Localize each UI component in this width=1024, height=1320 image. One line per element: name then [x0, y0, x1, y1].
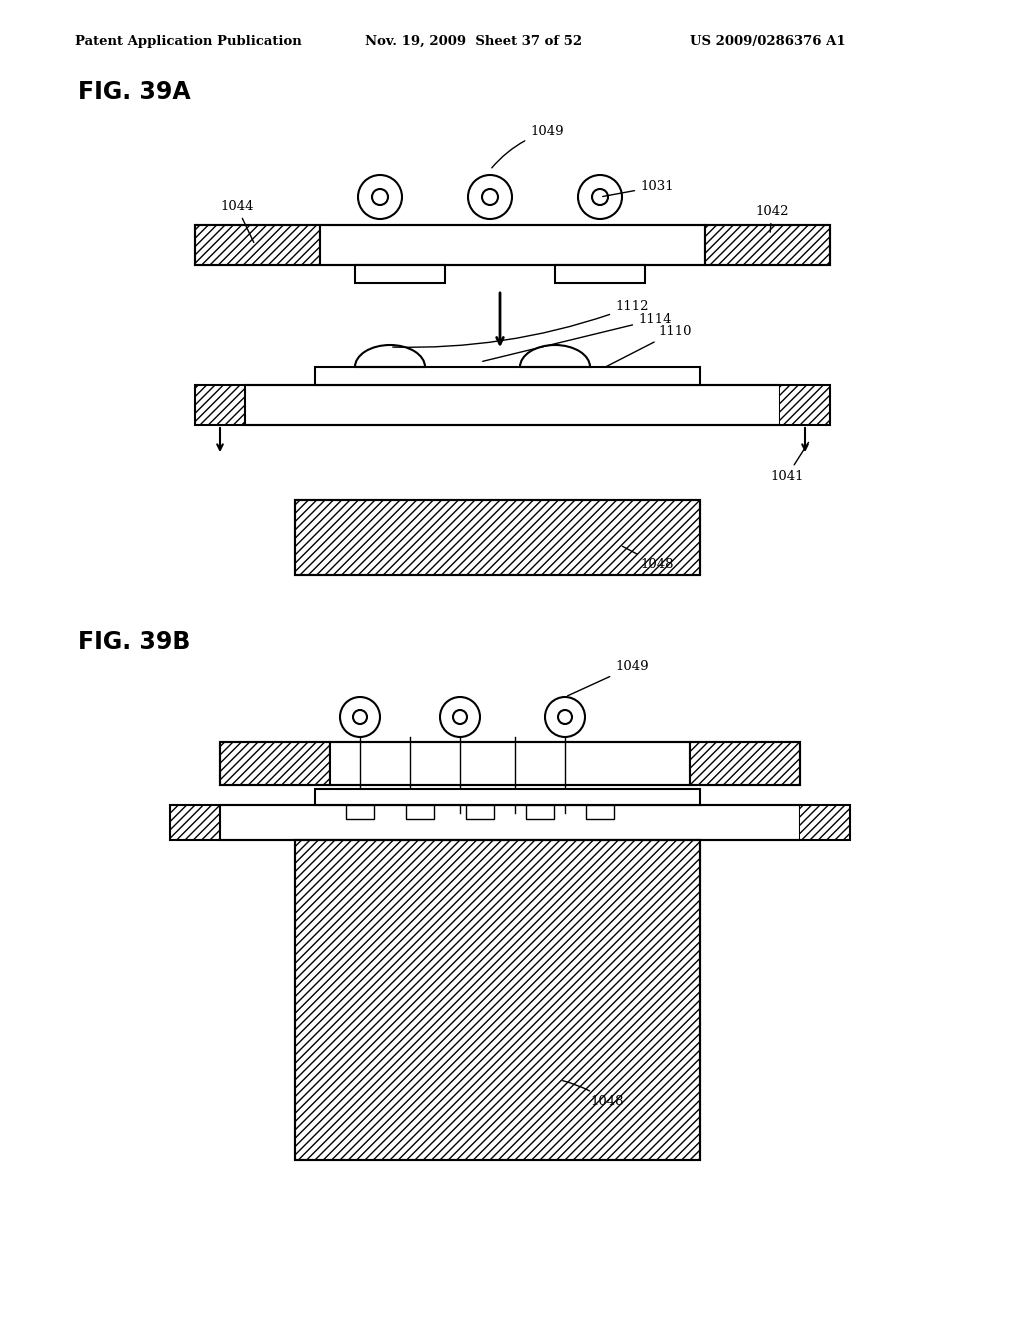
- Bar: [330, 742, 690, 785]
- Bar: [195, 385, 245, 425]
- Text: 1112: 1112: [393, 300, 648, 347]
- Bar: [315, 367, 700, 385]
- Bar: [355, 265, 445, 282]
- Bar: [170, 805, 850, 840]
- Text: US 2009/0286376 A1: US 2009/0286376 A1: [690, 36, 846, 48]
- Text: 1041: 1041: [770, 442, 809, 483]
- Text: FIG. 39A: FIG. 39A: [78, 81, 190, 104]
- Bar: [195, 385, 830, 425]
- Text: 1042: 1042: [755, 205, 788, 232]
- Bar: [220, 742, 330, 785]
- Bar: [295, 500, 700, 576]
- Bar: [526, 805, 554, 818]
- Bar: [220, 742, 800, 785]
- Bar: [295, 840, 700, 1160]
- Bar: [195, 224, 319, 265]
- Text: 1031: 1031: [603, 180, 674, 197]
- Bar: [315, 789, 700, 805]
- Bar: [346, 805, 374, 818]
- Bar: [319, 224, 705, 265]
- Text: 1048: 1048: [563, 1081, 624, 1107]
- Text: 1044: 1044: [220, 201, 254, 243]
- Text: 1114: 1114: [482, 313, 672, 362]
- Text: 1048: 1048: [623, 546, 674, 572]
- Bar: [295, 840, 700, 1160]
- Bar: [780, 385, 830, 425]
- Bar: [586, 805, 614, 818]
- Bar: [690, 742, 800, 785]
- Text: Nov. 19, 2009  Sheet 37 of 52: Nov. 19, 2009 Sheet 37 of 52: [365, 36, 582, 48]
- Bar: [170, 805, 220, 840]
- Text: FIG. 39B: FIG. 39B: [78, 630, 190, 653]
- Bar: [555, 265, 645, 282]
- Bar: [195, 224, 830, 265]
- Bar: [245, 385, 780, 425]
- Text: 1110: 1110: [583, 325, 691, 379]
- Bar: [466, 805, 494, 818]
- Bar: [705, 224, 830, 265]
- Text: Patent Application Publication: Patent Application Publication: [75, 36, 302, 48]
- Bar: [295, 500, 700, 576]
- Text: 1049: 1049: [567, 660, 648, 696]
- Text: 1049: 1049: [492, 125, 563, 168]
- Bar: [800, 805, 850, 840]
- Bar: [406, 805, 434, 818]
- Bar: [220, 805, 800, 840]
